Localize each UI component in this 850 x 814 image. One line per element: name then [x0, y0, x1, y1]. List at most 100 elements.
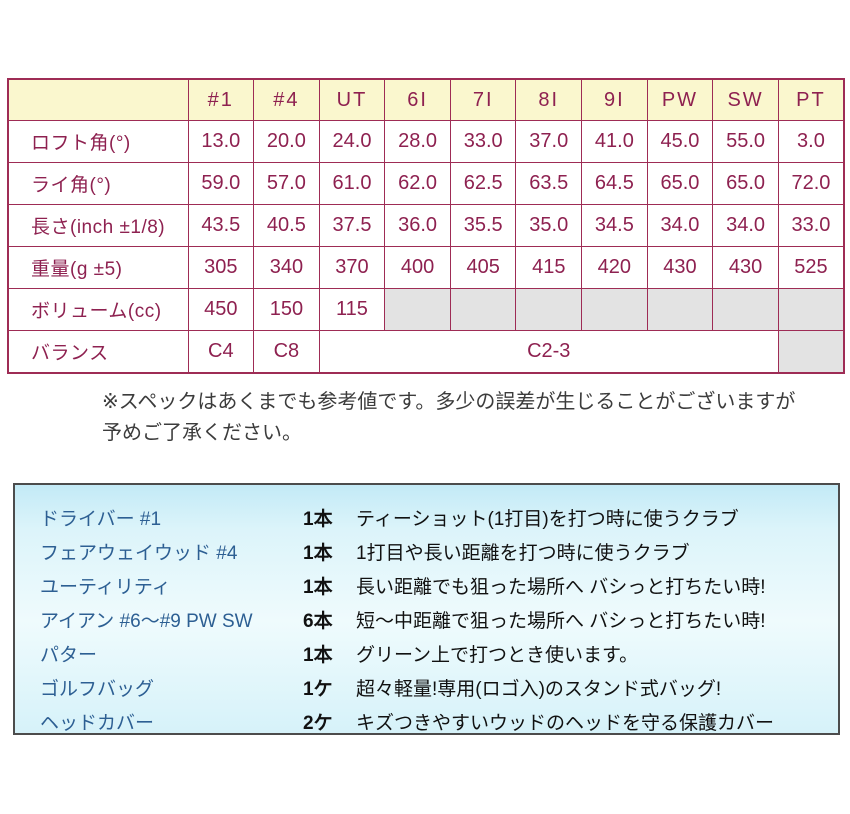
- club-count: 1ケ: [303, 678, 333, 700]
- spec-note-line2: 予めご了承ください。: [102, 422, 302, 444]
- spec-value-cell: C8: [253, 330, 320, 374]
- spec-empty-cell: [384, 288, 451, 331]
- club-set-row: ヘッドカバー 2ケ キズつきやすいウッドのヘッドを守る保護カバー: [40, 704, 838, 738]
- spec-empty-cell: [777, 330, 845, 374]
- spec-empty-cell: [712, 288, 779, 331]
- spec-empty-cell: [777, 288, 845, 331]
- club-description: 1打目や長い距離を打つ時に使うクラブ: [356, 542, 690, 564]
- spec-value-cell: 35.0: [515, 204, 583, 247]
- spec-row-label: 長さ(inch ±1/8): [7, 204, 189, 247]
- spec-value-cell: 13.0: [187, 120, 255, 163]
- spec-value-cell: 43.5: [187, 204, 255, 247]
- spec-table-row: 長さ(inch ±1/8) 43.5 40.5 37.5 36.0 35.5 35.0 34.…: [7, 204, 845, 247]
- club-name: パター: [40, 644, 98, 666]
- club-count: 6本: [303, 610, 333, 632]
- club-name: ゴルフバッグ: [40, 678, 155, 700]
- spec-column-header: 6I: [384, 78, 451, 121]
- spec-row-label: ロフト角(°): [7, 120, 189, 163]
- spec-value-cell: C4: [187, 330, 255, 374]
- spec-table-row: ライ角(°) 59.0 57.0 61.0 62.0 62.5 63.5 64.5 65.0 65…: [7, 162, 845, 205]
- spec-value-cell: 72.0: [777, 162, 845, 205]
- spec-value-cell: 65.0: [712, 162, 779, 205]
- spec-value-cell: 34.0: [712, 204, 779, 247]
- spec-value-cell: 64.5: [581, 162, 648, 205]
- club-count: 1本: [303, 542, 333, 564]
- spec-column-header: #1: [187, 78, 255, 121]
- spec-value-cell: 20.0: [253, 120, 320, 163]
- spec-row-label: 重量(g ±5): [7, 246, 189, 289]
- spec-value-cell: 40.5: [253, 204, 320, 247]
- spec-balance-span-cell: C2-3: [318, 330, 779, 374]
- club-set-row: ゴルフバッグ 1ケ 超々軽量!専用(ロゴ入)のスタンド式バッグ!: [40, 670, 838, 704]
- spec-row-label: バランス: [7, 330, 189, 374]
- club-set-list: ドライバー #1 1本 ティーショット(1打目)を打つ時に使うクラブフェアウェイウッ…: [15, 485, 838, 738]
- spec-row-label: ボリューム(cc): [7, 288, 189, 331]
- spec-value-cell: 150: [253, 288, 320, 331]
- club-name: フェアウェイウッド #4: [40, 542, 238, 564]
- spec-value-cell: 45.0: [646, 120, 714, 163]
- spec-column-header: 7I: [449, 78, 517, 121]
- club-name: ドライバー #1: [40, 508, 162, 530]
- spec-note: ※スペックはあくまでも参考値です。多少の誤差が生じることがございますが 予めご了…: [102, 387, 795, 449]
- spec-table-row: ボリューム(cc) 450 150 115: [7, 288, 845, 331]
- spec-empty-cell: [449, 288, 517, 331]
- spec-value-cell: 115: [318, 288, 386, 331]
- club-set-row: フェアウェイウッド #4 1本 1打目や長い距離を打つ時に使うクラブ: [40, 534, 838, 568]
- spec-value-cell: 430: [646, 246, 714, 289]
- spec-value-cell: 34.0: [646, 204, 714, 247]
- club-set-box: ドライバー #1 1本 ティーショット(1打目)を打つ時に使うクラブフェアウェイウッ…: [13, 483, 840, 735]
- spec-value-cell: 430: [712, 246, 779, 289]
- club-name: ヘッドカバー: [40, 712, 155, 734]
- club-set-row: ドライバー #1 1本 ティーショット(1打目)を打つ時に使うクラブ: [40, 500, 838, 534]
- spec-value-cell: 65.0: [646, 162, 714, 205]
- club-set-row: パター 1本 グリーン上で打つとき使います。: [40, 636, 838, 670]
- spec-value-cell: 340: [253, 246, 320, 289]
- spec-value-cell: 420: [581, 246, 648, 289]
- spec-column-header: #4: [253, 78, 320, 121]
- spec-empty-cell: [515, 288, 583, 331]
- spec-column-header: SW: [712, 78, 779, 121]
- spec-value-cell: 28.0: [384, 120, 451, 163]
- spec-empty-cell: [581, 288, 648, 331]
- spec-value-cell: 33.0: [777, 204, 845, 247]
- club-description: 短〜中距離で狙った場所へ バシっと打ちたい時!: [356, 610, 766, 632]
- spec-value-cell: 62.5: [449, 162, 517, 205]
- spec-value-cell: 61.0: [318, 162, 386, 205]
- spec-column-header: PT: [777, 78, 845, 121]
- club-name: ユーティリティ: [40, 576, 171, 598]
- spec-value-cell: 35.5: [449, 204, 517, 247]
- club-count: 1本: [303, 644, 333, 666]
- spec-column-header: PW: [646, 78, 714, 121]
- spec-value-cell: 57.0: [253, 162, 320, 205]
- spec-value-cell: 36.0: [384, 204, 451, 247]
- spec-value-cell: 63.5: [515, 162, 583, 205]
- spec-value-cell: 305: [187, 246, 255, 289]
- spec-value-cell: 405: [449, 246, 517, 289]
- spec-table-corner-cell: [7, 78, 189, 121]
- spec-column-header: UT: [318, 78, 386, 121]
- spec-column-header: 9I: [581, 78, 648, 121]
- club-description: 超々軽量!専用(ロゴ入)のスタンド式バッグ!: [356, 678, 722, 700]
- club-set-row: アイアン #6〜#9 PW SW 6本 短〜中距離で狙った場所へ バシっと打ちたい時…: [40, 602, 838, 636]
- spec-value-cell: 24.0: [318, 120, 386, 163]
- spec-table: #1 #4 UT 6I 7I 8I 9I PW SW PT ロフト角(°) 13.0 20.0 24.0…: [7, 78, 845, 374]
- spec-table-row: ロフト角(°) 13.0 20.0 24.0 28.0 33.0 37.0 41.0 45.0 5…: [7, 120, 845, 163]
- club-description: ティーショット(1打目)を打つ時に使うクラブ: [356, 508, 739, 530]
- club-description: 長い距離でも狙った場所へ バシっと打ちたい時!: [356, 576, 766, 598]
- spec-value-cell: 55.0: [712, 120, 779, 163]
- spec-value-cell: 450: [187, 288, 255, 331]
- spec-table-row: バランス C4 C8 C2-3: [7, 330, 845, 374]
- club-set-row: ユーティリティ 1本 長い距離でも狙った場所へ バシっと打ちたい時!: [40, 568, 838, 602]
- spec-value-cell: 59.0: [187, 162, 255, 205]
- club-count: 1本: [303, 508, 333, 530]
- spec-value-cell: 37.5: [318, 204, 386, 247]
- club-description: キズつきやすいウッドのヘッドを守る保護カバー: [356, 712, 775, 734]
- spec-value-cell: 400: [384, 246, 451, 289]
- spec-value-cell: 37.0: [515, 120, 583, 163]
- club-count: 2ケ: [303, 712, 333, 734]
- spec-table-body: ロフト角(°) 13.0 20.0 24.0 28.0 33.0 37.0 41.0 45.0 5…: [7, 120, 845, 374]
- spec-value-cell: 34.5: [581, 204, 648, 247]
- spec-value-cell: 370: [318, 246, 386, 289]
- spec-empty-cell: [646, 288, 714, 331]
- club-description: グリーン上で打つとき使います。: [356, 644, 639, 666]
